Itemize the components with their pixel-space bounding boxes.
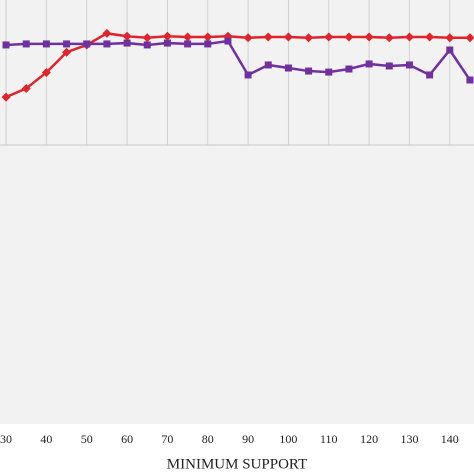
point: [63, 40, 71, 48]
point: [83, 40, 91, 48]
point: [365, 60, 373, 68]
x-tick-label: 50: [81, 432, 93, 446]
point: [1, 92, 11, 102]
point: [345, 65, 353, 73]
point: [244, 71, 252, 79]
x-tick-label: 120: [360, 432, 378, 446]
point: [102, 28, 112, 38]
x-tick-label: 60: [121, 432, 133, 446]
plot-background: [0, 0, 474, 424]
point: [344, 32, 354, 42]
point: [204, 40, 212, 48]
point: [385, 62, 393, 70]
x-tick-label: 140: [441, 432, 459, 446]
point: [103, 40, 111, 48]
point: [142, 33, 152, 43]
point: [123, 39, 131, 47]
point: [283, 32, 293, 42]
point: [304, 33, 314, 43]
point: [284, 64, 292, 72]
point: [425, 32, 435, 42]
x-tick-label: 130: [400, 432, 418, 446]
x-tick-label: 100: [279, 432, 297, 446]
point: [466, 76, 474, 84]
x-axis-title: MINIMUM SUPPORT: [167, 456, 307, 472]
point: [325, 68, 333, 76]
point: [62, 47, 72, 57]
point: [324, 32, 334, 42]
point: [465, 33, 474, 43]
point: [163, 39, 171, 47]
point: [405, 61, 413, 69]
point: [2, 41, 10, 49]
point: [445, 33, 455, 43]
x-tick-label: 30: [0, 432, 12, 446]
point: [184, 40, 192, 48]
point: [426, 71, 434, 79]
point: [364, 32, 374, 42]
point: [21, 83, 31, 93]
point: [122, 31, 132, 41]
x-tick-label: 70: [161, 432, 173, 446]
point: [224, 37, 232, 45]
point: [264, 61, 272, 69]
point: [446, 46, 454, 54]
point: [22, 40, 30, 48]
x-tick-label: 90: [242, 432, 254, 446]
point: [42, 40, 50, 48]
x-tick-label: 40: [40, 432, 52, 446]
point: [384, 33, 394, 43]
point: [203, 32, 213, 42]
point: [243, 33, 253, 43]
x-tick-label: 110: [320, 432, 338, 446]
point: [143, 41, 151, 49]
point: [404, 32, 414, 42]
x-tick-label: 80: [202, 432, 214, 446]
point: [183, 32, 193, 42]
point: [41, 68, 51, 77]
point: [305, 67, 313, 75]
point: [263, 32, 273, 42]
point: [162, 31, 172, 41]
